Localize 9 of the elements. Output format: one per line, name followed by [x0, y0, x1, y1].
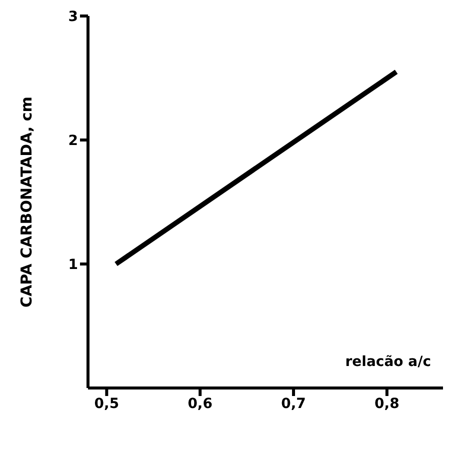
y-tick-label: 2 — [68, 132, 78, 149]
x-tick-label: 0,8 — [374, 396, 400, 412]
x-tick-label: 0,7 — [281, 396, 306, 412]
x-tick-label: 0,6 — [188, 396, 213, 412]
y-tick-label: 3 — [68, 8, 78, 25]
x-axis-title: relacão a/c — [345, 354, 431, 370]
x-tick-label: 0,5 — [94, 396, 120, 412]
y-axis-title: CAPA CARBONATADA, cm — [17, 96, 36, 308]
y-tick-label: 1 — [68, 256, 78, 273]
